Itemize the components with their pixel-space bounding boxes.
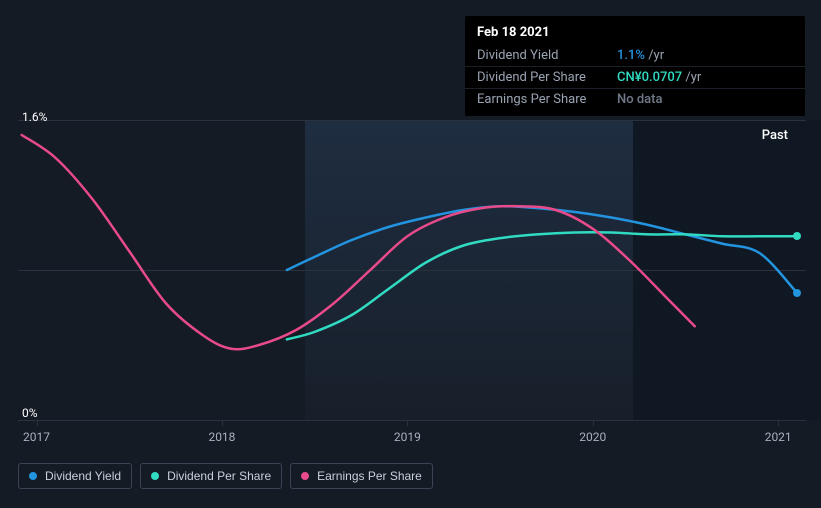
series-dividend_yield <box>287 206 797 292</box>
tooltip-row-value: No data <box>617 92 663 107</box>
series-endpoint-dividend_per_share <box>793 232 801 240</box>
x-axis-label: 2021 <box>765 430 792 444</box>
chart-plot <box>18 120 806 420</box>
x-tick-mark <box>37 420 38 426</box>
tooltip-row-label: Dividend Yield <box>477 48 617 63</box>
x-axis-label: 2018 <box>208 430 235 444</box>
legend-dot-icon <box>29 472 37 480</box>
tooltip: Feb 18 2021 Dividend Yield1.1% /yrDivide… <box>465 16 805 116</box>
x-tick-mark <box>593 420 594 426</box>
tooltip-row: Earnings Per ShareNo data <box>465 88 805 110</box>
x-axis-label: 2019 <box>394 430 421 444</box>
legend-item[interactable]: Earnings Per Share <box>290 463 433 489</box>
tooltip-row: Dividend Per ShareCN¥0.0707 /yr <box>465 66 805 88</box>
legend-item-label: Earnings Per Share <box>317 469 422 483</box>
x-axis-label: 2017 <box>23 430 50 444</box>
series-endpoint-dividend_yield <box>793 289 801 297</box>
tooltip-row-value: 1.1% /yr <box>617 48 664 63</box>
legend-dot-icon <box>151 472 159 480</box>
x-axis-label: 2020 <box>579 430 606 444</box>
legend-item-label: Dividend Per Share <box>167 469 271 483</box>
legend-item[interactable]: Dividend Yield <box>18 463 132 489</box>
legend-dot-icon <box>301 472 309 480</box>
legend-item[interactable]: Dividend Per Share <box>140 463 282 489</box>
series-dividend_per_share <box>287 232 797 339</box>
tooltip-row: Dividend Yield1.1% /yr <box>465 45 805 66</box>
tooltip-row-label: Dividend Per Share <box>477 70 617 85</box>
tooltip-row-label: Earnings Per Share <box>477 92 617 107</box>
x-axis: 2017 2018 2019 2020 2021 <box>18 430 806 450</box>
x-tick-mark <box>407 420 408 426</box>
tooltip-title: Feb 18 2021 <box>465 22 805 45</box>
x-tick-mark <box>222 420 223 426</box>
gridline <box>18 420 806 421</box>
tooltip-row-value: CN¥0.0707 /yr <box>617 70 701 85</box>
legend-item-label: Dividend Yield <box>45 469 121 483</box>
x-tick-mark <box>778 420 779 426</box>
legend: Dividend Yield Dividend Per Share Earnings… <box>18 463 433 489</box>
series-earnings_per_share <box>22 135 695 349</box>
